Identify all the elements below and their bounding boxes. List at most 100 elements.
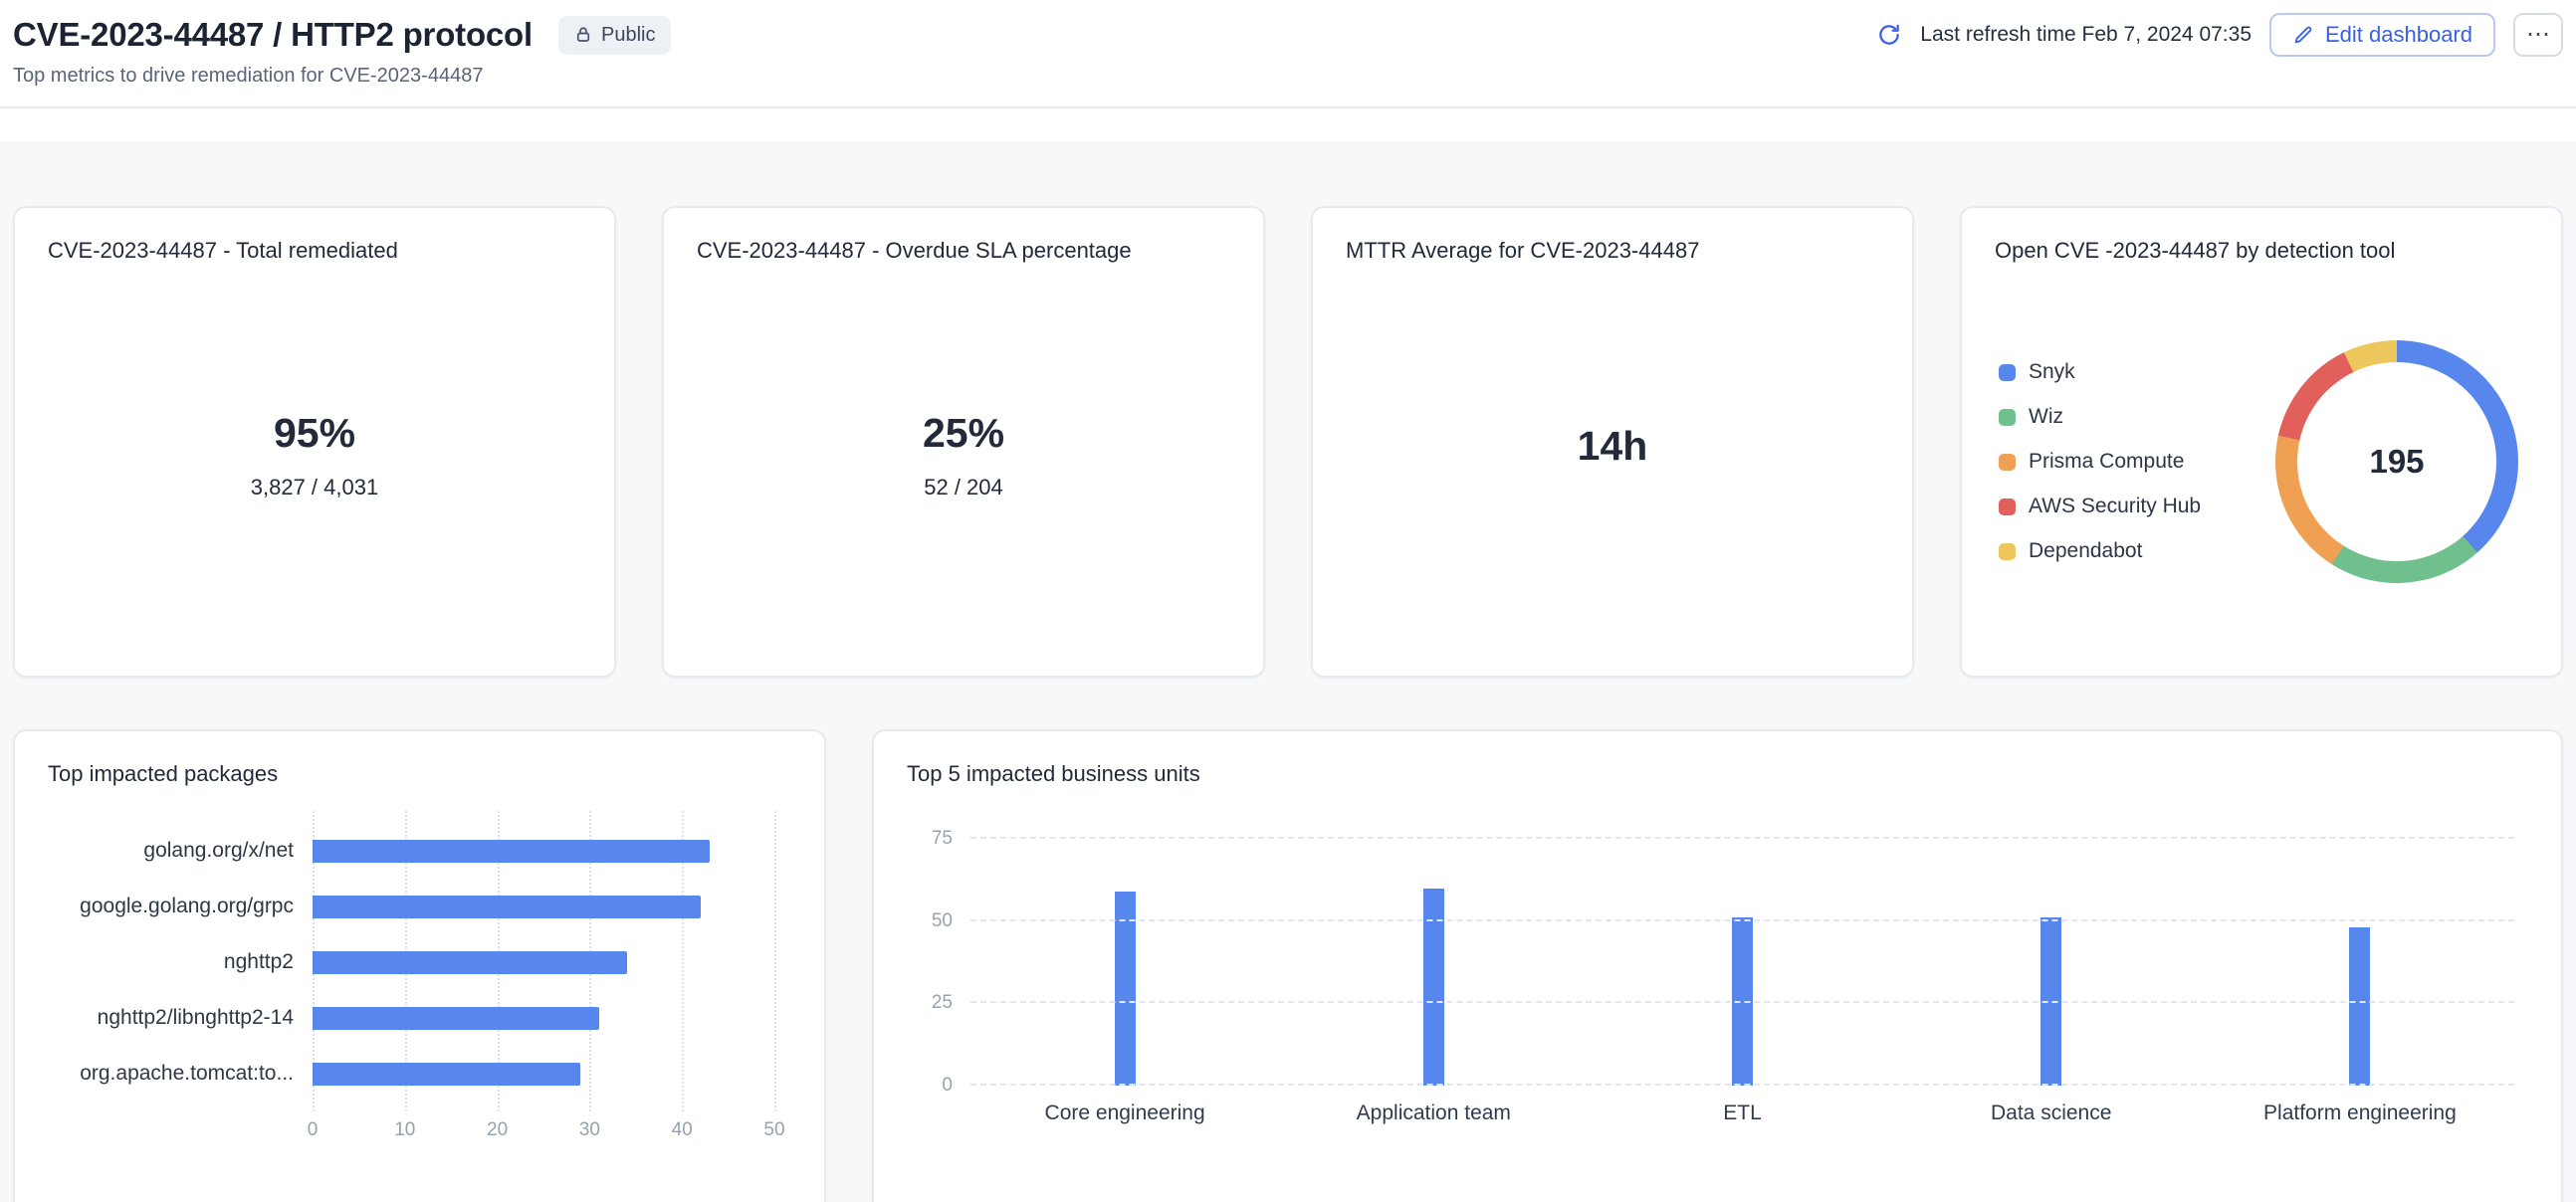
hbar-bar <box>313 895 701 918</box>
legend-item[interactable]: Wiz <box>1999 405 2201 429</box>
more-options-button[interactable]: ⋯ <box>2513 13 2563 57</box>
legend-item[interactable]: AWS Security Hub <box>1999 495 2201 518</box>
hbar-track <box>313 839 774 863</box>
vbar-bar <box>2349 927 2371 1086</box>
gridline <box>970 837 2514 839</box>
packages-rows: golang.org/x/net google.golang.org/grpc ng… <box>48 823 791 1102</box>
legend-label: Snyk <box>2029 360 2075 383</box>
hbar-row: nghttp2 <box>48 934 791 990</box>
legend-label: Wiz <box>2029 405 2063 428</box>
spacer <box>0 108 2576 141</box>
gridline <box>682 811 685 1111</box>
packages-xaxis: 0 10 20 30 40 50 <box>308 1119 785 1145</box>
donut-center-value: 195 <box>2369 443 2425 480</box>
detection-legend: Snyk Wiz Prisma Compute AWS Security Hub Dep… <box>1999 360 2201 563</box>
card-title: Top 5 impacted business units <box>907 761 1200 786</box>
visibility-badge: Public <box>557 15 672 55</box>
vbar-category-label: Core engineering <box>1044 1102 1205 1124</box>
legend-swatch <box>1999 453 2016 471</box>
detection-donut-ring: 195 <box>2275 340 2518 583</box>
legend-swatch <box>1999 542 2016 560</box>
metric-detail: 3,827 / 4,031 <box>250 474 379 500</box>
card-title: CVE-2023-44487 - Overdue SLA percentage <box>697 238 1132 263</box>
y-tick-label: 0 <box>942 1075 953 1096</box>
card-title: MTTR Average for CVE-2023-44487 <box>1346 238 1700 263</box>
hbar-bar <box>313 950 627 974</box>
legend-label: AWS Security Hub <box>2029 495 2202 517</box>
card-title: Top impacted packages <box>48 761 279 786</box>
business-chart: 0 25 50 75 Core engineering Application team… <box>907 828 2514 1125</box>
last-refresh-time: Last refresh time Feb 7, 2024 07:35 <box>1920 23 2252 46</box>
business-units-card: Top 5 impacted business units 0 25 50 75 Co… <box>872 729 2563 1202</box>
hbar-category-label: google.golang.org/grpc <box>80 895 294 917</box>
vbar-category-label: ETL <box>1723 1102 1762 1124</box>
legend-item[interactable]: Prisma Compute <box>1999 450 2201 474</box>
legend-item[interactable]: Snyk <box>1999 360 2201 384</box>
gridline <box>774 811 776 1111</box>
metric-body: 25% 52 / 204 <box>697 264 1230 646</box>
y-tick-label: 25 <box>931 992 953 1014</box>
vbar-category-label: Data science <box>1991 1102 2112 1124</box>
legend-label: Dependabot <box>2029 539 2143 562</box>
header-top-row: CVE-2023-44487 / HTTP2 protocol Public L… <box>13 12 2563 58</box>
ellipsis-icon: ⋯ <box>2526 21 2550 48</box>
x-tick-label: 20 <box>487 1119 509 1140</box>
hbar-category-label: nghttp2 <box>223 950 294 973</box>
metric-card-total-remediated: CVE-2023-44487 - Total remediated 95% 3,… <box>13 206 616 678</box>
vbar-column <box>1279 839 1588 1086</box>
legend-label: Prisma Compute <box>2029 450 2185 473</box>
vbar-bar <box>1422 888 1444 1086</box>
hbar-row: org.apache.tomcat:to... <box>48 1046 791 1102</box>
hbar-row: google.golang.org/grpc <box>48 879 791 934</box>
header-divider <box>0 106 2576 108</box>
edit-dashboard-button[interactable]: Edit dashboard <box>2269 13 2495 57</box>
business-cols <box>970 839 2514 1086</box>
metric-card-mttr: MTTR Average for CVE-2023-44487 14h <box>1311 206 1914 678</box>
y-tick-label: 75 <box>931 828 953 849</box>
metric-body: 14h <box>1346 264 1879 646</box>
page-title: CVE-2023-44487 / HTTP2 protocol <box>13 16 533 53</box>
vbar-column <box>1897 839 2206 1086</box>
hbar-bar <box>313 839 711 863</box>
vbar-category-label: Platform engineering <box>2263 1102 2457 1124</box>
x-tick-label: 10 <box>394 1119 416 1140</box>
vbar-column <box>2206 839 2514 1086</box>
business-cats: Core engineering Application team ETL Data … <box>970 1102 2514 1125</box>
dashboard-body: CVE-2023-44487 - Total remediated 95% 3,… <box>0 141 2576 1202</box>
metric-detail: 52 / 204 <box>924 474 1003 500</box>
legend-swatch <box>1999 363 2016 381</box>
hbar-category-label: nghttp2/libnghttp2-14 <box>97 1006 294 1029</box>
metric-card-overdue-sla: CVE-2023-44487 - Overdue SLA percentage … <box>662 206 1265 678</box>
card-title: Open CVE -2023-44487 by detection tool <box>1995 238 2396 263</box>
x-tick-label: 30 <box>578 1119 600 1140</box>
hbar-track <box>313 1006 774 1030</box>
hbar-bar <box>313 1006 599 1030</box>
legend-item[interactable]: Dependabot <box>1999 539 2201 563</box>
hbar-track <box>313 950 774 974</box>
hbar-row: golang.org/x/net <box>48 823 791 879</box>
hbar-category-label: org.apache.tomcat:to... <box>80 1062 294 1085</box>
donut-hole: 195 <box>2297 362 2496 561</box>
card-title: CVE-2023-44487 - Total remediated <box>48 238 398 263</box>
detection-tool-card: Open CVE -2023-44487 by detection tool S… <box>1960 206 2563 678</box>
gridline <box>970 1084 2514 1086</box>
gridline <box>970 1001 2514 1004</box>
vbar-column <box>1588 839 1896 1086</box>
hbar-track <box>313 1062 774 1086</box>
legend-swatch <box>1999 408 2016 426</box>
refresh-icon <box>1879 24 1900 45</box>
hbar-bar <box>313 1062 581 1086</box>
dashboard-header: CVE-2023-44487 / HTTP2 protocol Public L… <box>0 0 2576 88</box>
metrics-row: CVE-2023-44487 - Total remediated 95% 3,… <box>13 206 2563 678</box>
dashboard-subtitle: Top metrics to drive remediation for CVE… <box>13 65 484 87</box>
refresh-button[interactable] <box>1876 22 1902 48</box>
metric-value: 14h <box>1577 422 1648 469</box>
top-packages-card: Top impacted packages golang.org/x/net go… <box>13 729 826 1202</box>
packages-chart: golang.org/x/net google.golang.org/grpc ng… <box>48 811 791 1145</box>
x-tick-label: 50 <box>763 1119 785 1140</box>
visibility-badge-label: Public <box>600 23 656 46</box>
hbar-category-label: golang.org/x/net <box>143 839 294 862</box>
gridline <box>970 918 2514 921</box>
x-tick-label: 40 <box>671 1119 693 1140</box>
hbar-track <box>313 895 774 918</box>
